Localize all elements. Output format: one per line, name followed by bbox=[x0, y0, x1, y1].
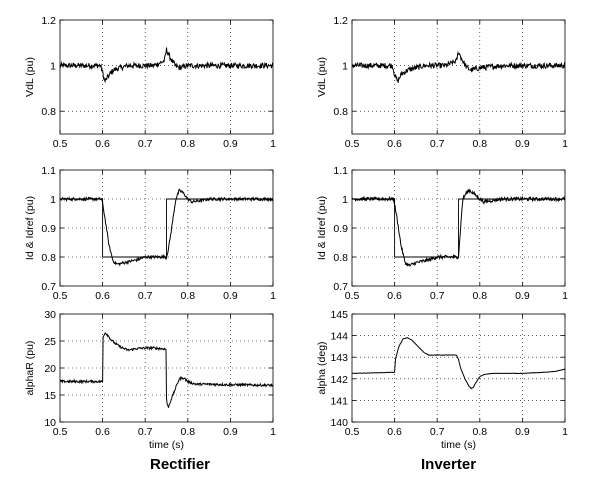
x-tick-label: 0.5 bbox=[345, 290, 360, 302]
x-tick-label: 1 bbox=[270, 290, 276, 302]
y-tick-label: 0.8 bbox=[41, 252, 56, 264]
x-tick-label: 0.7 bbox=[138, 290, 153, 302]
y-axis-label: alphaR (pu) bbox=[24, 341, 36, 396]
x-tick-label: 0.6 bbox=[95, 290, 110, 302]
y-tick-label: 15 bbox=[44, 390, 56, 402]
y-tick-label: 1 bbox=[50, 61, 56, 73]
y-tick-label: 10 bbox=[44, 417, 56, 429]
y-axis-label: Id & Idref (pu) bbox=[24, 196, 36, 260]
y-tick-label: 1.2 bbox=[333, 15, 348, 27]
panel-left-1: 0.5 0.6 0.7 0.8 0.9 1 0.8 1 1.2 VdL (pu) bbox=[24, 15, 276, 150]
y-tick-label: 20 bbox=[44, 363, 56, 375]
x-tick-label: 1 bbox=[562, 426, 568, 438]
x-tick-label: 0.9 bbox=[515, 426, 530, 438]
x-tick-label: 0.8 bbox=[180, 138, 195, 150]
panel-left-3: 0.5 0.6 0.7 0.8 0.9 1 10 15 20 25 30 alphaR (pu) tim… bbox=[24, 309, 276, 451]
y-axis-label: VdL (pu) bbox=[316, 57, 328, 97]
y-tick-label: 0.8 bbox=[333, 106, 348, 118]
x-tick-label: 0.7 bbox=[138, 138, 153, 150]
x-tick-label: 0.5 bbox=[53, 426, 68, 438]
reference-step-line bbox=[60, 198, 273, 258]
x-tick-label: 0.6 bbox=[387, 290, 402, 302]
x-tick-label: 0.7 bbox=[430, 426, 445, 438]
x-tick-label: 0.5 bbox=[53, 138, 68, 150]
panel-right-2: 0.5 0.6 0.7 0.8 0.9 1 0.7 0.8 0.9 1 1.1 Id & Idref … bbox=[316, 165, 568, 302]
x-tick-label: 0.9 bbox=[223, 426, 238, 438]
x-tick-label: 0.8 bbox=[180, 426, 195, 438]
axes-frame bbox=[351, 313, 566, 423]
measured-series-line bbox=[352, 50, 565, 83]
panel-right-1: 0.5 0.6 0.7 0.8 0.9 1 0.8 1 1.2 VdL (pu) bbox=[316, 15, 568, 150]
x-tick-label: 0.7 bbox=[138, 426, 153, 438]
x-tick-label: 0.7 bbox=[430, 290, 445, 302]
axes-frame bbox=[59, 19, 274, 135]
x-tick-label: 0.9 bbox=[223, 138, 238, 150]
measured-series-line bbox=[60, 188, 273, 267]
axes-frame bbox=[59, 313, 274, 423]
x-tick-label: 0.5 bbox=[345, 138, 360, 150]
y-tick-label: 0.9 bbox=[41, 223, 56, 235]
y-tick-label: 1 bbox=[342, 61, 348, 73]
x-tick-label: 1 bbox=[562, 138, 568, 150]
y-tick-label: 1.2 bbox=[41, 15, 56, 27]
x-tick-label: 0.9 bbox=[223, 290, 238, 302]
x-tick-label: 0.8 bbox=[180, 290, 195, 302]
y-axis-label: Id & Idref (pu) bbox=[316, 196, 328, 260]
y-tick-label: 25 bbox=[44, 336, 56, 348]
y-tick-label: 145 bbox=[330, 309, 348, 321]
x-tick-label: 0.8 bbox=[472, 426, 487, 438]
x-tick-label: 1 bbox=[562, 290, 568, 302]
x-tick-label: 0.6 bbox=[387, 426, 402, 438]
y-tick-label: 1.1 bbox=[41, 165, 56, 177]
y-tick-label: 1 bbox=[50, 194, 56, 206]
measured-series-line bbox=[352, 188, 565, 267]
caption-rectifier: Rectifier bbox=[150, 456, 211, 473]
reference-step-line bbox=[352, 198, 565, 258]
panel-right-3: 0.5 0.6 0.7 0.8 0.9 1 140 141 142 143 144 145 alpha … bbox=[316, 309, 568, 451]
y-tick-label: 1.1 bbox=[333, 165, 348, 177]
x-tick-label: 0.5 bbox=[345, 426, 360, 438]
y-tick-label: 0.7 bbox=[333, 281, 348, 293]
x-tick-label: 0.6 bbox=[387, 138, 402, 150]
x-tick-label: 0.5 bbox=[53, 290, 68, 302]
y-tick-label: 0.7 bbox=[41, 281, 56, 293]
y-tick-label: 140 bbox=[330, 417, 348, 429]
measured-series-line bbox=[60, 47, 273, 84]
x-tick-label: 0.7 bbox=[430, 138, 445, 150]
y-tick-label: 144 bbox=[330, 331, 348, 343]
y-tick-label: 0.8 bbox=[41, 106, 56, 118]
y-axis-label: VdL (pu) bbox=[24, 57, 36, 97]
x-tick-label: 0.8 bbox=[472, 290, 487, 302]
y-tick-label: 142 bbox=[330, 374, 348, 386]
y-tick-label: 1 bbox=[342, 194, 348, 206]
x-tick-label: 0.6 bbox=[95, 138, 110, 150]
y-tick-label: 0.9 bbox=[333, 223, 348, 235]
x-tick-label: 1 bbox=[270, 426, 276, 438]
axes-frame bbox=[59, 169, 274, 287]
x-tick-label: 0.9 bbox=[515, 138, 530, 150]
axes-frame bbox=[351, 19, 566, 135]
y-tick-label: 143 bbox=[330, 352, 348, 364]
y-tick-label: 30 bbox=[44, 309, 56, 321]
measured-series-line bbox=[60, 332, 273, 408]
x-axis-label: time (s) bbox=[149, 439, 184, 451]
caption-inverter: Inverter bbox=[421, 456, 477, 473]
axes-frame bbox=[351, 169, 566, 287]
x-tick-label: 0.9 bbox=[515, 290, 530, 302]
x-axis-label: time (s) bbox=[441, 439, 476, 451]
x-tick-label: 1 bbox=[270, 138, 276, 150]
panel-left-2: 0.5 0.6 0.7 0.8 0.9 1 0.7 0.8 0.9 1 1.1 Id & Idref … bbox=[24, 165, 276, 302]
measured-series-line bbox=[352, 337, 565, 390]
x-tick-label: 0.8 bbox=[472, 138, 487, 150]
y-tick-label: 0.8 bbox=[333, 252, 348, 264]
x-tick-label: 0.6 bbox=[95, 426, 110, 438]
y-axis-label: alpha (deg) bbox=[316, 341, 328, 394]
y-tick-label: 141 bbox=[330, 395, 348, 407]
